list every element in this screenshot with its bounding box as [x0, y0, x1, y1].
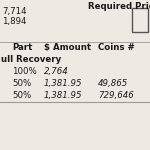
Text: 1,381.95: 1,381.95 — [44, 91, 82, 100]
Text: $ Amount: $ Amount — [44, 43, 91, 52]
Text: Coins #: Coins # — [98, 43, 135, 52]
Text: 49,865: 49,865 — [98, 79, 128, 88]
Text: 729,646: 729,646 — [98, 91, 134, 100]
Text: ull Recovery: ull Recovery — [1, 55, 61, 64]
Text: 1,381.95: 1,381.95 — [44, 79, 82, 88]
Text: Part: Part — [12, 43, 32, 52]
Text: 7,714: 7,714 — [2, 7, 27, 16]
Text: 1,894: 1,894 — [2, 17, 27, 26]
Text: Required Pric: Required Pric — [88, 2, 150, 11]
Text: 100%: 100% — [12, 67, 37, 76]
Bar — [132, 8, 148, 32]
Text: 50%: 50% — [12, 79, 31, 88]
Text: 50%: 50% — [12, 91, 31, 100]
Text: 2,764: 2,764 — [44, 67, 69, 76]
